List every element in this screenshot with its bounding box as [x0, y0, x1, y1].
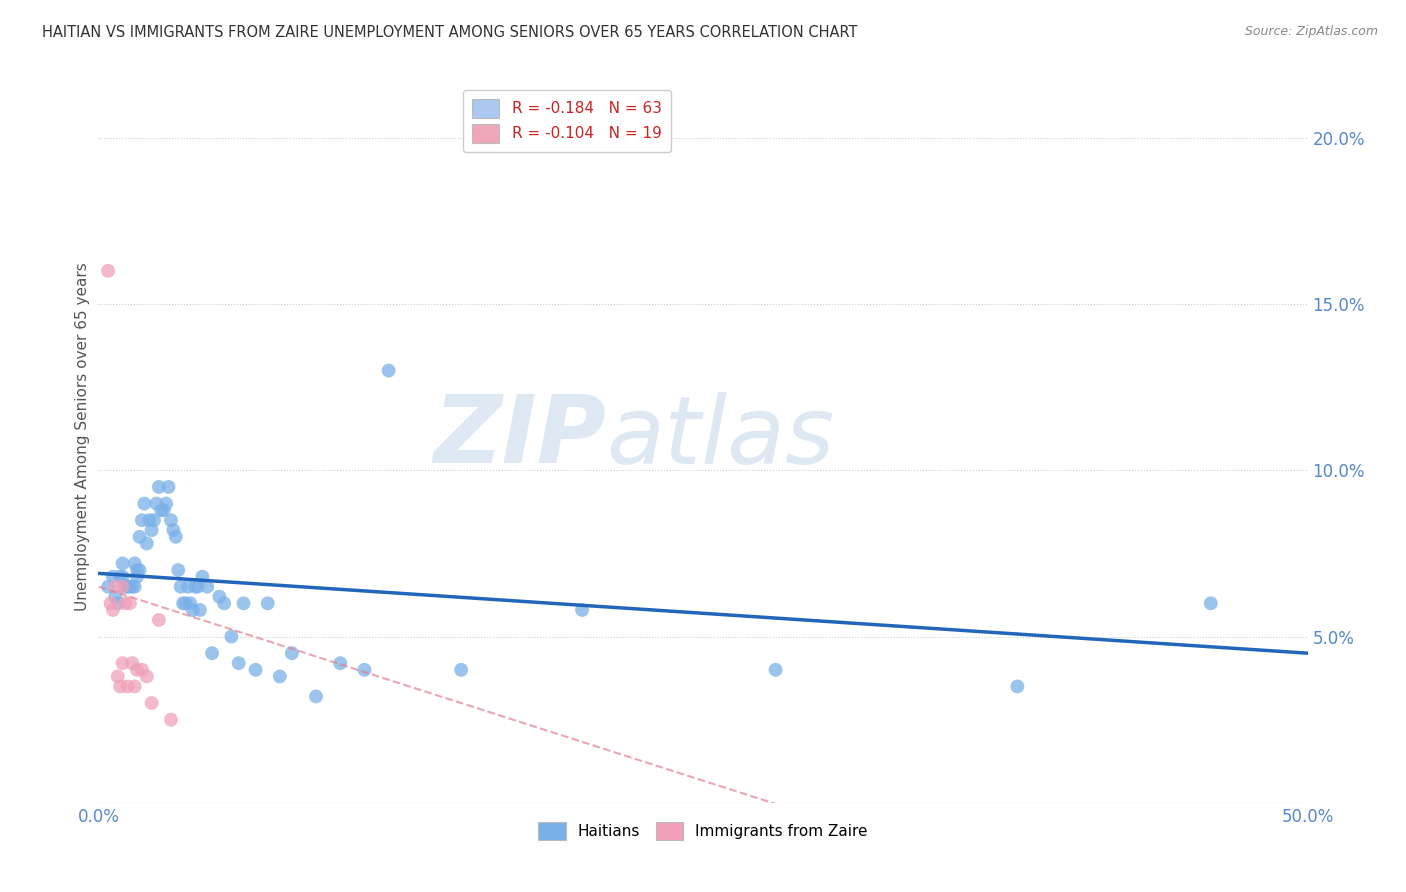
- Text: ZIP: ZIP: [433, 391, 606, 483]
- Point: [97, 580, 120, 594]
- Text: HAITIAN VS IMMIGRANTS FROM ZAIRE UNEMPLOYMENT AMONG SENIORS OVER 65 YEARS CORREL: HAITIAN VS IMMIGRANTS FROM ZAIRE UNEMPLO…: [42, 25, 858, 40]
- Text: atlas: atlas: [606, 392, 835, 483]
- Y-axis label: Unemployment Among Seniors over 65 years: Unemployment Among Seniors over 65 years: [75, 263, 90, 611]
- Point: [160, 713, 183, 727]
- Point: [150, 503, 173, 517]
- Point: [104, 580, 127, 594]
- Point: [305, 690, 328, 704]
- Point: [157, 480, 180, 494]
- Point: [188, 603, 211, 617]
- Point: [121, 656, 143, 670]
- Text: Source: ZipAtlas.com: Source: ZipAtlas.com: [1244, 25, 1378, 38]
- Point: [127, 563, 149, 577]
- Point: [108, 680, 131, 694]
- Point: [160, 513, 183, 527]
- Point: [114, 596, 136, 610]
- Point: [169, 580, 191, 594]
- Point: [100, 596, 122, 610]
- Point: [228, 656, 250, 670]
- Point: [181, 603, 204, 617]
- Point: [108, 570, 131, 584]
- Point: [111, 656, 134, 670]
- Point: [232, 596, 254, 610]
- Point: [165, 530, 187, 544]
- Point: [111, 580, 134, 594]
- Point: [111, 557, 134, 571]
- Point: [450, 663, 472, 677]
- Point: [131, 513, 153, 527]
- Point: [124, 580, 146, 594]
- Point: [201, 646, 224, 660]
- Point: [127, 663, 149, 677]
- Point: [128, 530, 150, 544]
- Point: [111, 570, 134, 584]
- Point: [208, 590, 231, 604]
- Point: [117, 680, 139, 694]
- Point: [765, 663, 787, 677]
- Point: [245, 663, 267, 677]
- Point: [177, 580, 200, 594]
- Point: [97, 264, 120, 278]
- Point: [191, 570, 214, 584]
- Point: [377, 363, 399, 377]
- Point: [353, 663, 375, 677]
- Point: [212, 596, 235, 610]
- Point: [167, 563, 190, 577]
- Point: [127, 570, 149, 584]
- Point: [131, 663, 153, 677]
- Point: [256, 596, 278, 610]
- Point: [1199, 596, 1222, 610]
- Point: [124, 680, 146, 694]
- Point: [118, 580, 141, 594]
- Point: [221, 630, 243, 644]
- Point: [329, 656, 352, 670]
- Point: [184, 580, 207, 594]
- Point: [269, 669, 291, 683]
- Point: [141, 523, 163, 537]
- Point: [121, 580, 143, 594]
- Point: [117, 580, 139, 594]
- Point: [179, 596, 201, 610]
- Point: [118, 596, 141, 610]
- Point: [172, 596, 194, 610]
- Point: [162, 523, 184, 537]
- Point: [124, 557, 146, 571]
- Point: [128, 563, 150, 577]
- Point: [107, 596, 129, 610]
- Point: [281, 646, 304, 660]
- Point: [148, 480, 170, 494]
- Point: [1007, 680, 1029, 694]
- Point: [114, 580, 136, 594]
- Point: [187, 580, 209, 594]
- Point: [195, 580, 218, 594]
- Point: [145, 497, 167, 511]
- Point: [141, 696, 163, 710]
- Point: [135, 669, 157, 683]
- Legend: Haitians, Immigrants from Zaire: Haitians, Immigrants from Zaire: [531, 815, 875, 847]
- Point: [135, 536, 157, 550]
- Point: [152, 503, 174, 517]
- Point: [101, 570, 124, 584]
- Point: [104, 590, 127, 604]
- Point: [134, 497, 156, 511]
- Point: [101, 603, 124, 617]
- Point: [107, 669, 129, 683]
- Point: [138, 513, 160, 527]
- Point: [174, 596, 197, 610]
- Point: [143, 513, 166, 527]
- Point: [155, 497, 177, 511]
- Point: [148, 613, 170, 627]
- Point: [571, 603, 593, 617]
